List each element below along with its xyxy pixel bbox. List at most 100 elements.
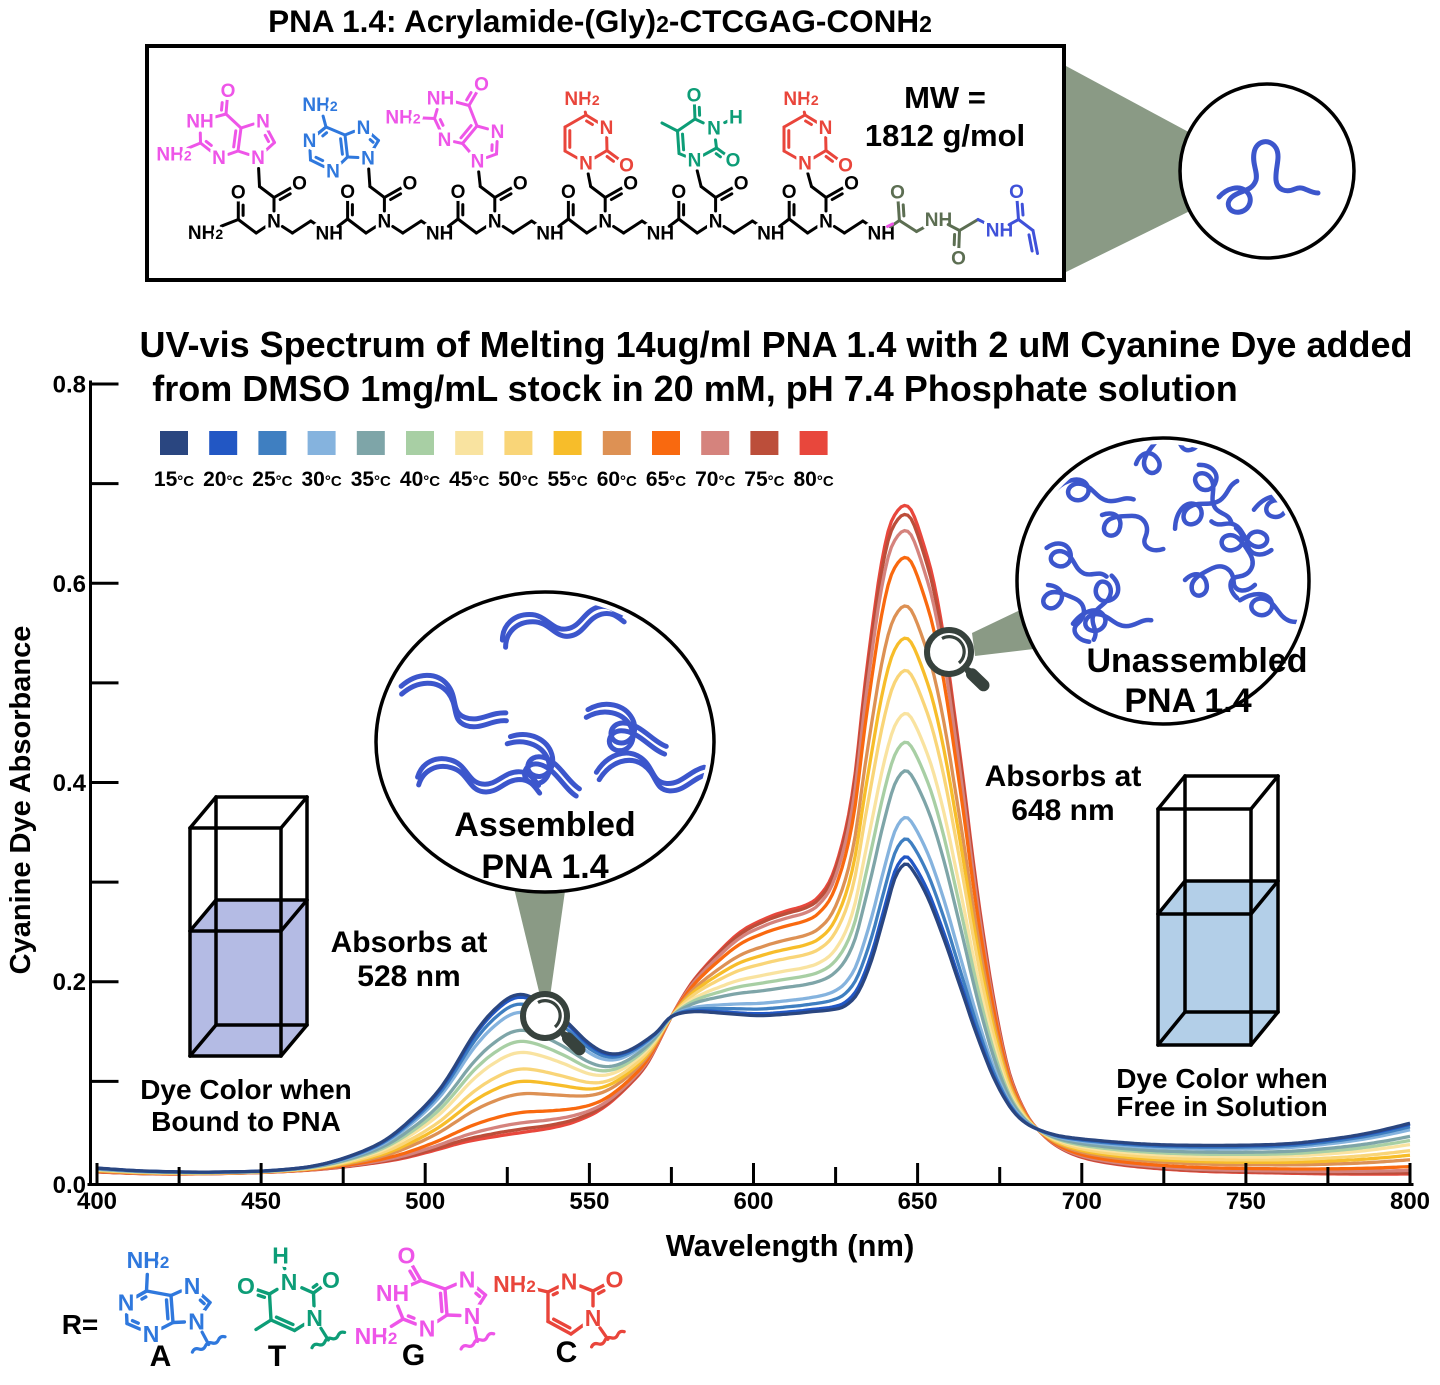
svg-text:O: O — [687, 86, 702, 107]
svg-text:O: O — [726, 151, 741, 172]
svg-text:Dye Color when: Dye Color when — [140, 1074, 352, 1105]
svg-text:H: H — [272, 1243, 289, 1269]
svg-text:PNA 1.4: Acrylamide-(Gly)2-CTC: PNA 1.4: Acrylamide-(Gly)2-CTCGAG-CONH2 — [268, 3, 932, 39]
svg-text:N: N — [303, 131, 317, 152]
svg-text:0.2: 0.2 — [53, 969, 86, 996]
svg-text:G: G — [402, 1339, 425, 1372]
svg-text:O: O — [951, 249, 966, 270]
svg-text:O: O — [474, 75, 489, 96]
svg-text:Bound to PNA: Bound to PNA — [151, 1106, 341, 1137]
svg-text:NH2: NH2 — [564, 89, 599, 110]
svg-text:O: O — [398, 1243, 416, 1269]
svg-text:MW =: MW = — [904, 80, 986, 115]
svg-text:700: 700 — [1062, 1188, 1102, 1215]
svg-text:N: N — [459, 1267, 476, 1293]
svg-text:Cyanine Dye Absorbance: Cyanine Dye Absorbance — [5, 626, 37, 975]
svg-text:R=: R= — [62, 1309, 99, 1340]
svg-text:O: O — [513, 174, 528, 195]
svg-text:N: N — [600, 118, 614, 139]
svg-text:1812 g/mol: 1812 g/mol — [865, 118, 1025, 153]
svg-text:NH: NH — [376, 1280, 409, 1306]
svg-text:750: 750 — [1226, 1188, 1266, 1215]
svg-text:O: O — [221, 81, 236, 102]
svg-text:Assembled: Assembled — [454, 806, 635, 844]
svg-text:N: N — [251, 148, 265, 169]
svg-text:400: 400 — [77, 1188, 117, 1215]
svg-text:N: N — [707, 119, 721, 140]
svg-text:0.8: 0.8 — [53, 372, 86, 399]
svg-text:500: 500 — [405, 1188, 445, 1215]
svg-text:O: O — [451, 182, 466, 203]
svg-text:N: N — [212, 148, 226, 169]
svg-text:N: N — [118, 1290, 135, 1316]
svg-text:O: O — [292, 174, 307, 195]
svg-text:N: N — [491, 122, 505, 143]
svg-text:450: 450 — [241, 1188, 281, 1215]
svg-text:600: 600 — [733, 1188, 773, 1215]
svg-text:N: N — [819, 118, 833, 139]
svg-text:Absorbs at: Absorbs at — [331, 926, 488, 959]
svg-text:N: N — [488, 212, 502, 233]
svg-text:N: N — [326, 162, 340, 183]
svg-text:A: A — [150, 1340, 172, 1373]
svg-text:O: O — [619, 156, 634, 177]
svg-text:N: N — [267, 212, 281, 233]
svg-text:from DMSO 1mg/mL stock in 20 m: from DMSO 1mg/mL stock in 20 mM, pH 7.4 … — [152, 368, 1238, 409]
svg-text:Absorbs at: Absorbs at — [985, 760, 1142, 793]
svg-text:N: N — [709, 212, 723, 233]
svg-text:NH2: NH2 — [302, 95, 337, 116]
svg-text:N: N — [419, 1316, 436, 1342]
svg-text:NH: NH — [186, 112, 213, 133]
svg-text:N: N — [438, 130, 452, 151]
svg-text:N: N — [464, 1303, 481, 1329]
svg-text:N: N — [688, 151, 702, 172]
svg-text:NH2: NH2 — [156, 145, 191, 166]
svg-text:T: T — [268, 1340, 286, 1373]
svg-text:H: H — [729, 108, 743, 129]
svg-text:O: O — [844, 174, 859, 195]
svg-text:NH: NH — [925, 210, 952, 231]
svg-text:PNA 1.4: PNA 1.4 — [481, 848, 608, 886]
svg-text:O: O — [838, 156, 853, 177]
svg-text:800: 800 — [1390, 1188, 1430, 1215]
svg-text:0.6: 0.6 — [53, 571, 86, 598]
svg-text:550: 550 — [569, 1188, 609, 1215]
svg-text:528 nm: 528 nm — [357, 960, 460, 993]
svg-text:N: N — [598, 212, 612, 233]
svg-text:O: O — [671, 182, 686, 203]
svg-text:N: N — [471, 152, 485, 173]
svg-text:648 nm: 648 nm — [1011, 794, 1114, 827]
svg-text:C: C — [556, 1336, 578, 1369]
svg-text:O: O — [734, 174, 749, 195]
svg-text:N: N — [561, 1269, 578, 1295]
svg-text:NH2: NH2 — [385, 108, 420, 129]
svg-text:N: N — [378, 212, 392, 233]
svg-text:O: O — [623, 174, 638, 195]
svg-text:UV-vis Spectrum of Melting 14u: UV-vis Spectrum of Melting 14ug/ml PNA 1… — [140, 324, 1413, 365]
svg-text:N: N — [281, 1269, 298, 1295]
svg-text:Wavelength (nm): Wavelength (nm) — [666, 1228, 915, 1263]
svg-text:NH: NH — [427, 89, 454, 110]
svg-text:N: N — [798, 154, 812, 175]
svg-text:0.4: 0.4 — [53, 770, 87, 797]
svg-text:Unassembled: Unassembled — [1086, 642, 1307, 680]
svg-text:N: N — [579, 154, 593, 175]
svg-text:NH2: NH2 — [188, 223, 223, 244]
svg-text:O: O — [231, 183, 246, 204]
svg-text:O: O — [403, 174, 418, 195]
svg-text:Dye Color when: Dye Color when — [1116, 1063, 1328, 1094]
svg-text:N: N — [357, 118, 371, 139]
svg-text:N: N — [819, 212, 833, 233]
svg-text:O: O — [890, 183, 905, 204]
svg-text:O: O — [606, 1267, 624, 1293]
svg-text:PNA 1.4: PNA 1.4 — [1124, 682, 1251, 720]
svg-text:Free in Solution: Free in Solution — [1116, 1091, 1328, 1122]
svg-text:O: O — [561, 182, 576, 203]
svg-text:O: O — [322, 1267, 340, 1293]
svg-text:N: N — [256, 112, 270, 133]
svg-text:N: N — [184, 1273, 201, 1299]
svg-text:650: 650 — [898, 1188, 938, 1215]
svg-text:NH2: NH2 — [783, 89, 818, 110]
svg-text:O: O — [340, 182, 355, 203]
svg-text:O: O — [782, 182, 797, 203]
